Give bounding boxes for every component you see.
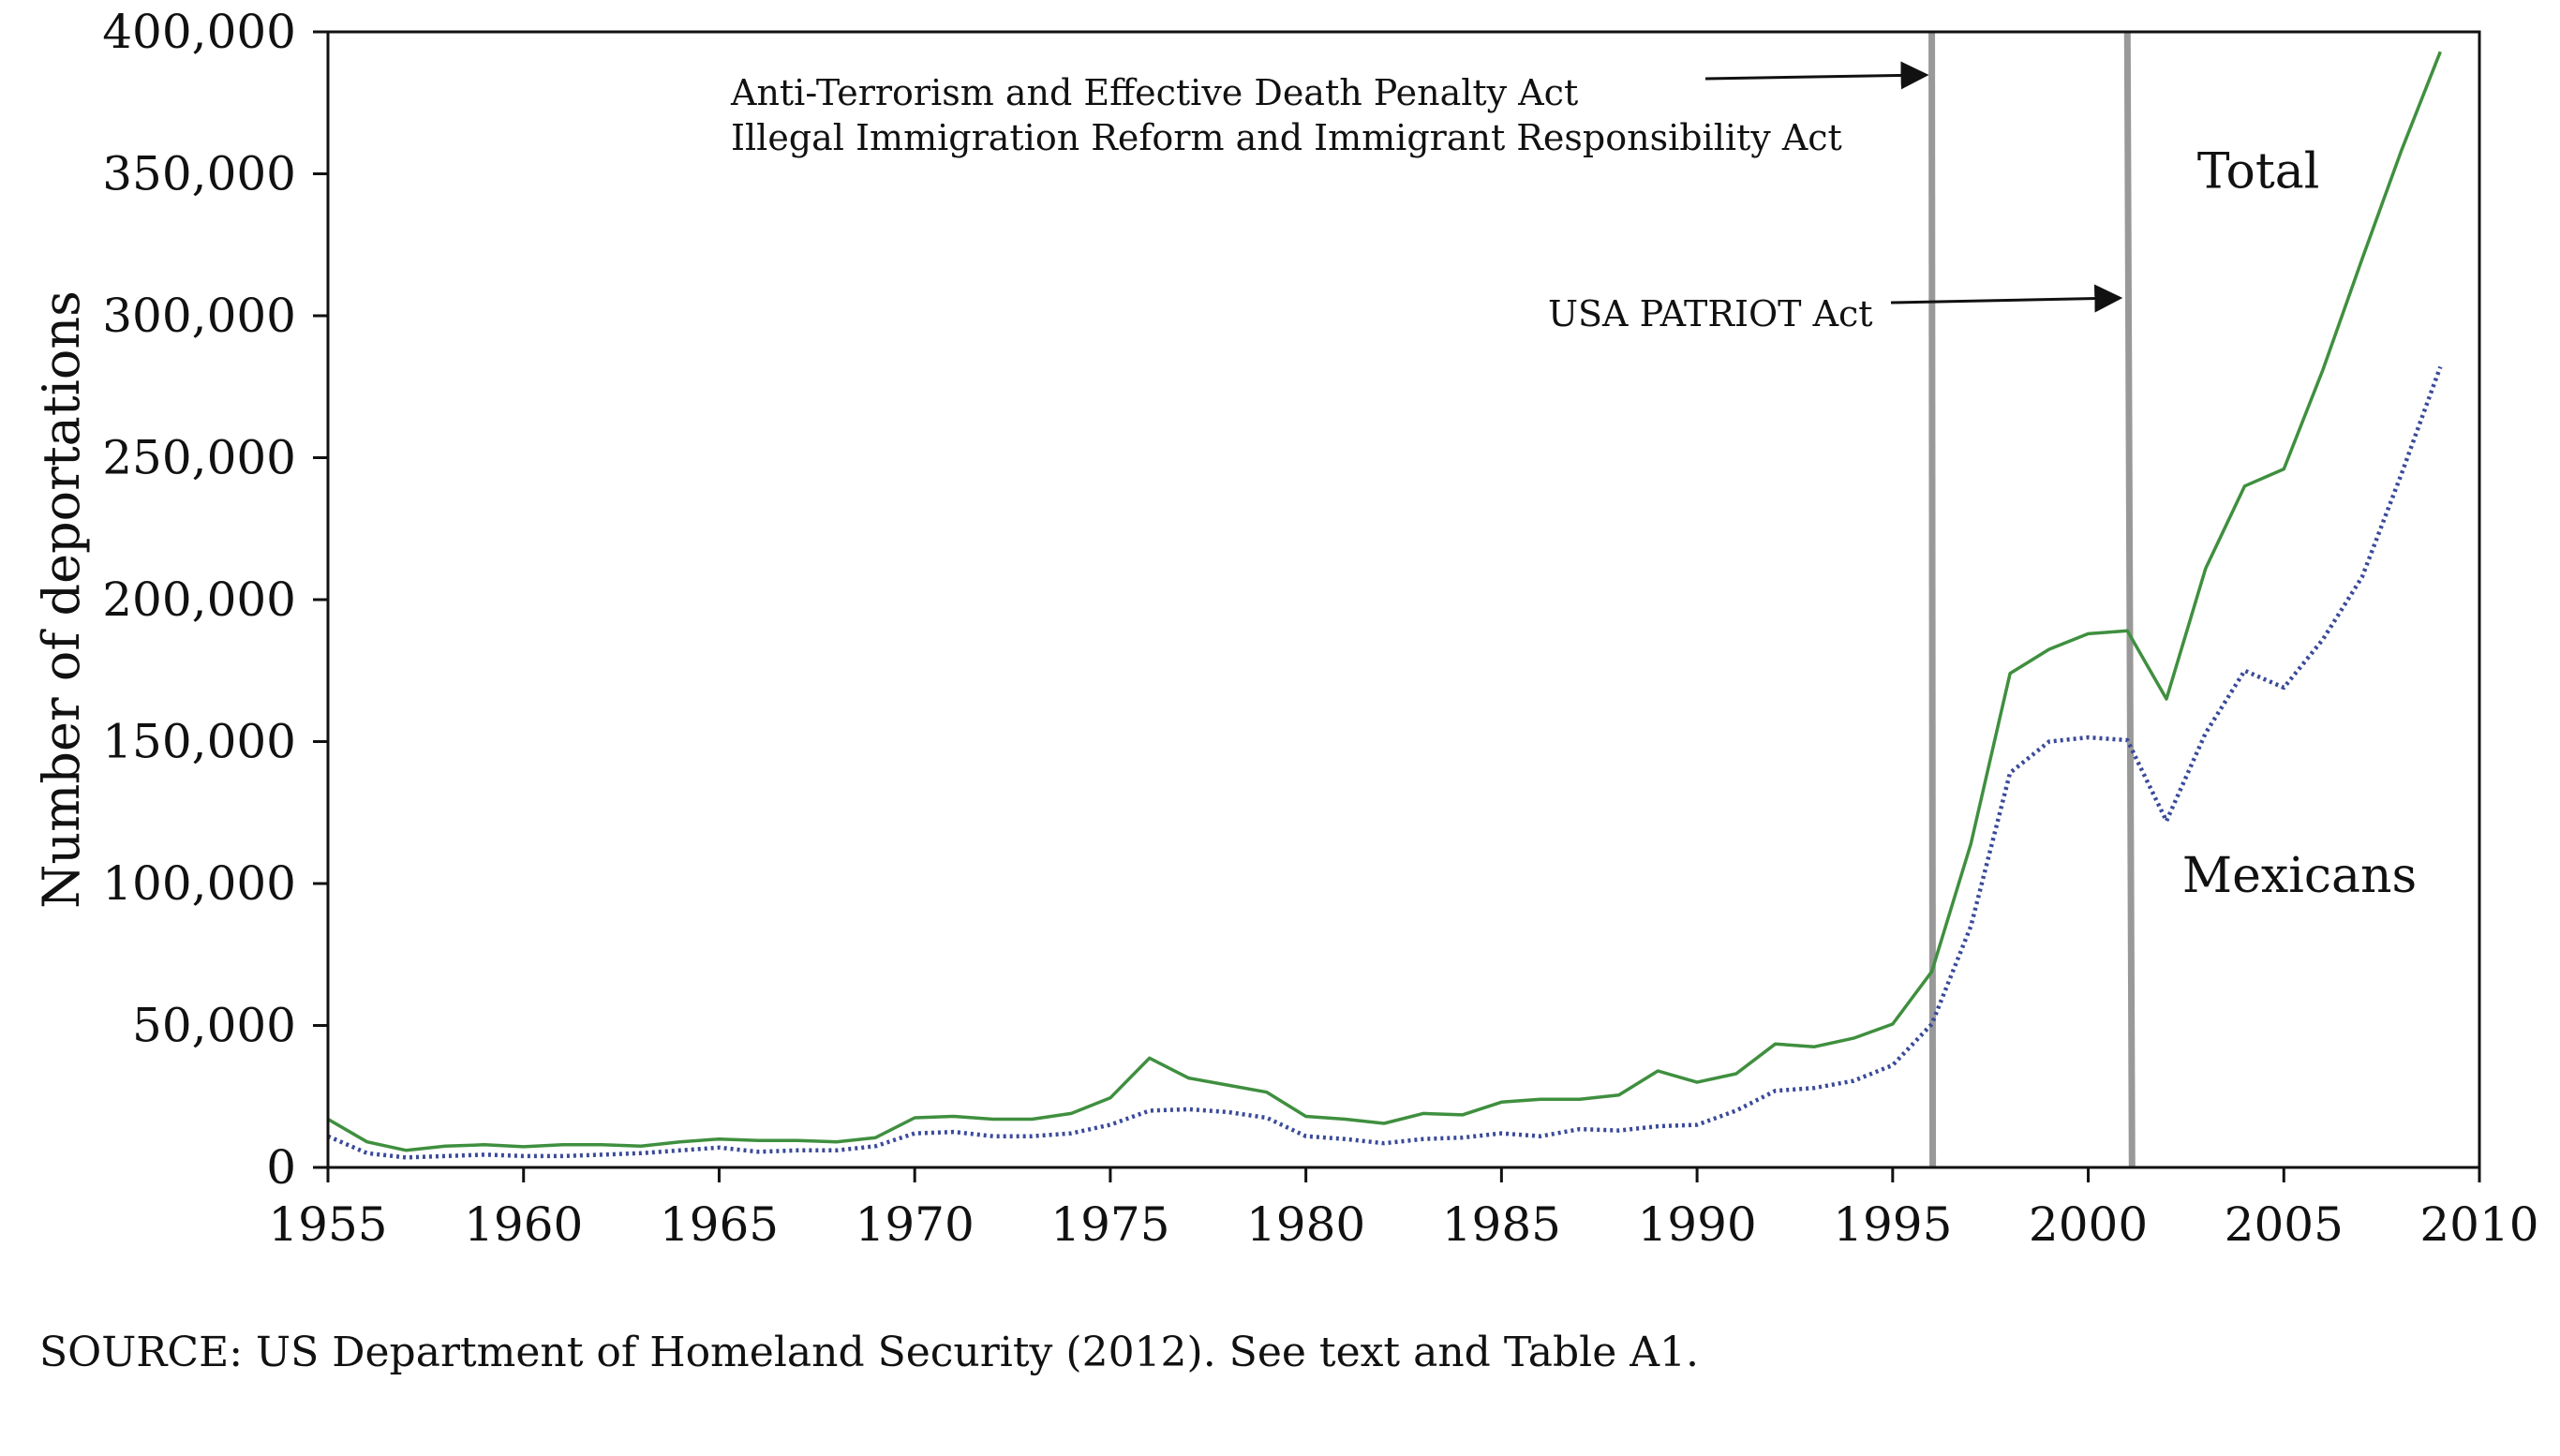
event-arrow-2001 bbox=[1890, 284, 2123, 313]
annotations: Total Mexicans Anti-Terrorism and Effectiv… bbox=[730, 61, 2417, 904]
source-note: SOURCE: US Department of Homeland Securi… bbox=[39, 1329, 1699, 1376]
event-line-2001 bbox=[2123, 31, 2136, 1168]
x-tick-label: 1985 bbox=[1442, 1197, 1561, 1252]
x-tick-label: 1990 bbox=[1637, 1197, 1756, 1252]
event-arrow-1996 bbox=[1704, 61, 1929, 90]
x-tick-label: 2010 bbox=[2419, 1197, 2538, 1252]
x-tick-label: 2000 bbox=[2029, 1197, 2148, 1252]
y-tick-label: 150,000 bbox=[102, 715, 296, 769]
event-label-iirira: Illegal Immigration Reform and Immigrant… bbox=[731, 117, 1842, 158]
series-line-mexicans bbox=[327, 365, 2443, 1160]
x-tick-label: 1995 bbox=[1833, 1197, 1952, 1252]
event-label-aedpa: Anti-Terrorism and Effective Death Penal… bbox=[730, 72, 1578, 113]
event-lines bbox=[1928, 31, 2136, 1168]
y-tick-label: 200,000 bbox=[102, 572, 296, 627]
y-tick-label: 100,000 bbox=[102, 856, 296, 911]
x-tick-label: 1955 bbox=[268, 1197, 387, 1252]
y-tick-label: 400,000 bbox=[102, 5, 296, 59]
y-tick-label: 0 bbox=[266, 1140, 296, 1195]
series-label-mexicans: Mexicans bbox=[2182, 848, 2417, 904]
y-tick-label: 250,000 bbox=[102, 431, 296, 485]
series-label-total: Total bbox=[2197, 144, 2319, 201]
plot-frame bbox=[326, 30, 2481, 1169]
y-tick-label: 350,000 bbox=[102, 147, 296, 201]
y-tick-label: 50,000 bbox=[132, 999, 296, 1053]
y-axis-label: Number of deportations bbox=[32, 290, 91, 909]
event-line-1996 bbox=[1928, 31, 1937, 1168]
x-tick-label: 1975 bbox=[1050, 1197, 1169, 1252]
event-label-patriot: USA PATRIOT Act bbox=[1548, 293, 1873, 334]
x-tick-label: 1980 bbox=[1246, 1197, 1365, 1252]
x-tick-label: 1965 bbox=[660, 1197, 779, 1252]
series-layer bbox=[327, 51, 2443, 1160]
y-tick-label: 300,000 bbox=[102, 289, 296, 343]
x-tick-label: 1960 bbox=[464, 1197, 583, 1252]
axes-layer: 1955 1960 1965 1970 1975 1980 1985 1990 1995 2000… bbox=[102, 5, 2538, 1252]
x-tick-label: 1970 bbox=[856, 1197, 975, 1252]
series-line-total bbox=[327, 51, 2442, 1152]
x-tick-label: 2005 bbox=[2225, 1197, 2344, 1252]
